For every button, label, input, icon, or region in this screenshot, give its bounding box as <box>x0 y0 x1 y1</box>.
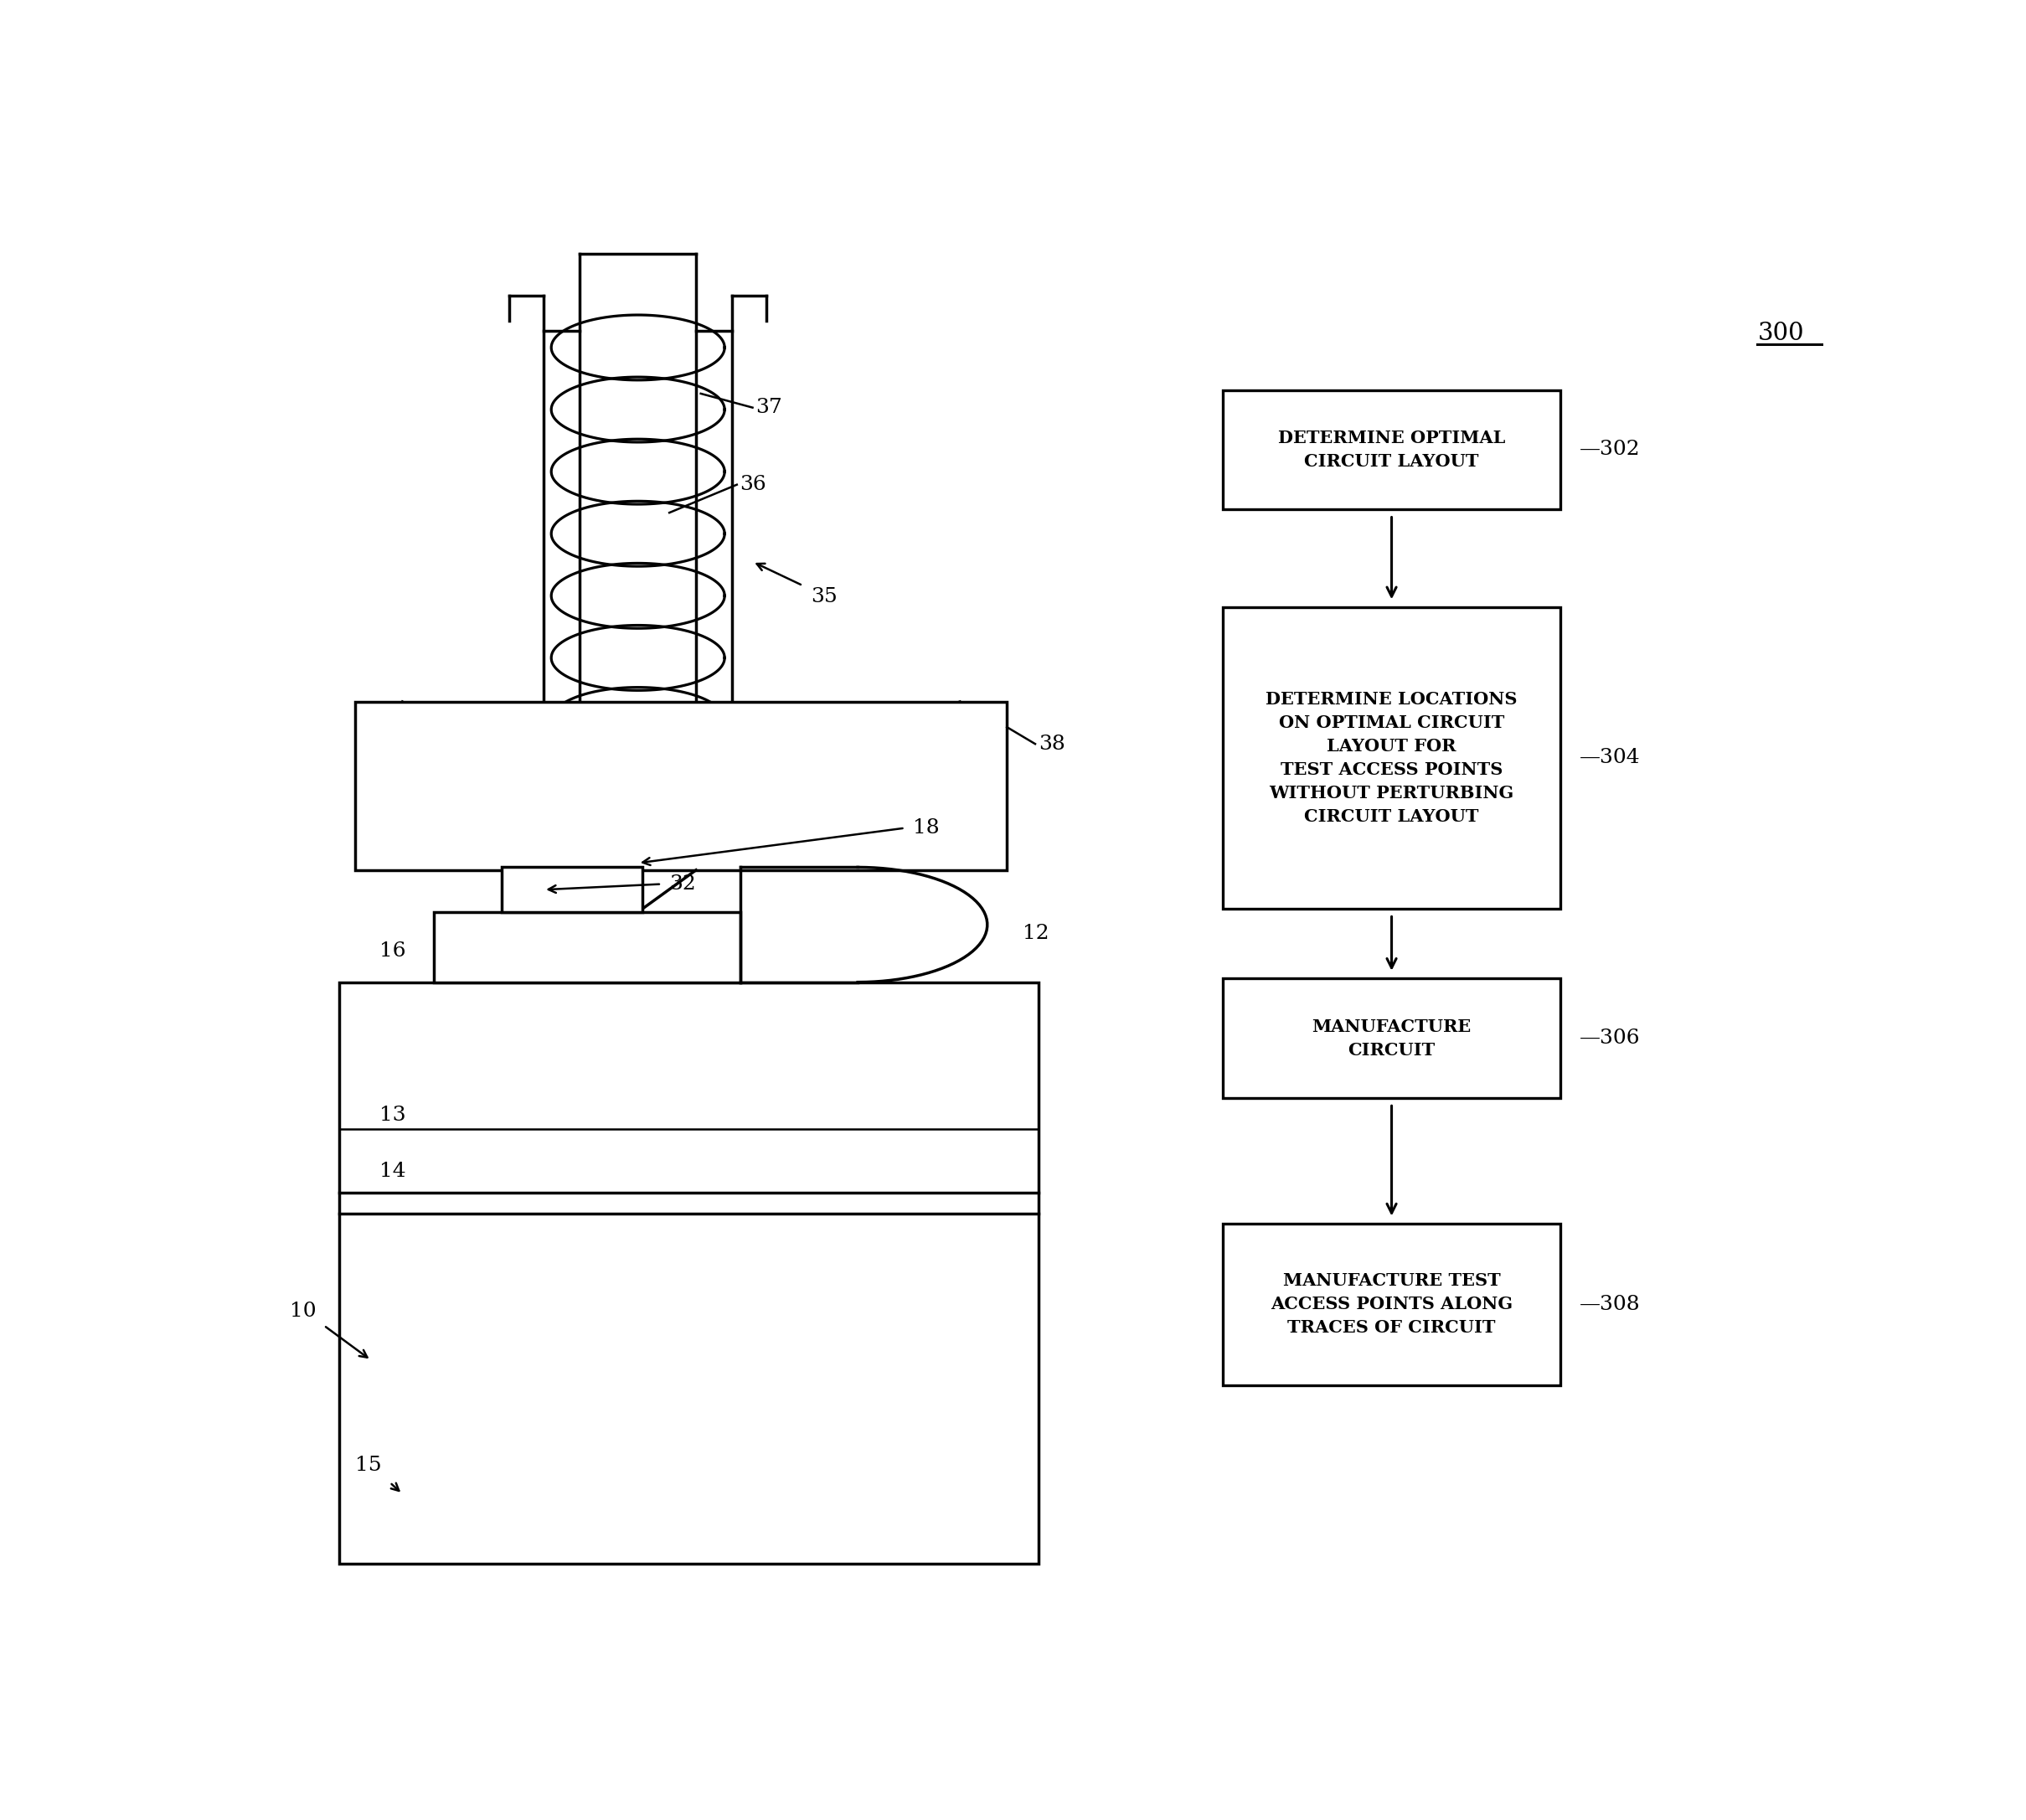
Text: 32: 32 <box>669 874 697 894</box>
Text: 16: 16 <box>379 941 405 961</box>
Text: 12: 12 <box>1023 923 1049 943</box>
Text: 37: 37 <box>756 399 782 417</box>
Bar <box>434 912 739 983</box>
Bar <box>1224 1223 1560 1385</box>
Text: 13: 13 <box>379 1107 405 1125</box>
Text: DETERMINE OPTIMAL
CIRCUIT LAYOUT: DETERMINE OPTIMAL CIRCUIT LAYOUT <box>1278 430 1505 470</box>
Text: —306: —306 <box>1578 1028 1641 1048</box>
Text: MANUFACTURE TEST
ACCESS POINTS ALONG
TRACES OF CIRCUIT: MANUFACTURE TEST ACCESS POINTS ALONG TRA… <box>1270 1272 1513 1336</box>
Text: —304: —304 <box>1578 748 1641 768</box>
Bar <box>340 983 1037 1563</box>
Text: —308: —308 <box>1578 1294 1641 1314</box>
Bar <box>1224 389 1560 510</box>
Text: —302: —302 <box>1578 440 1641 459</box>
Text: 38: 38 <box>1037 733 1066 753</box>
Text: 15: 15 <box>355 1456 383 1476</box>
Text: 10: 10 <box>290 1301 316 1321</box>
Bar <box>1224 608 1560 908</box>
Text: MANUFACTURE
CIRCUIT: MANUFACTURE CIRCUIT <box>1313 1017 1471 1057</box>
Bar <box>1224 979 1560 1097</box>
Text: 35: 35 <box>810 588 837 606</box>
Text: 18: 18 <box>912 819 940 837</box>
Bar <box>500 868 642 912</box>
Text: 14: 14 <box>379 1161 405 1181</box>
Bar <box>355 703 1007 870</box>
Text: DETERMINE LOCATIONS
ON OPTIMAL CIRCUIT
LAYOUT FOR
TEST ACCESS POINTS
WITHOUT PER: DETERMINE LOCATIONS ON OPTIMAL CIRCUIT L… <box>1266 692 1517 824</box>
Text: 36: 36 <box>739 475 766 495</box>
Text: 300: 300 <box>1757 322 1803 346</box>
